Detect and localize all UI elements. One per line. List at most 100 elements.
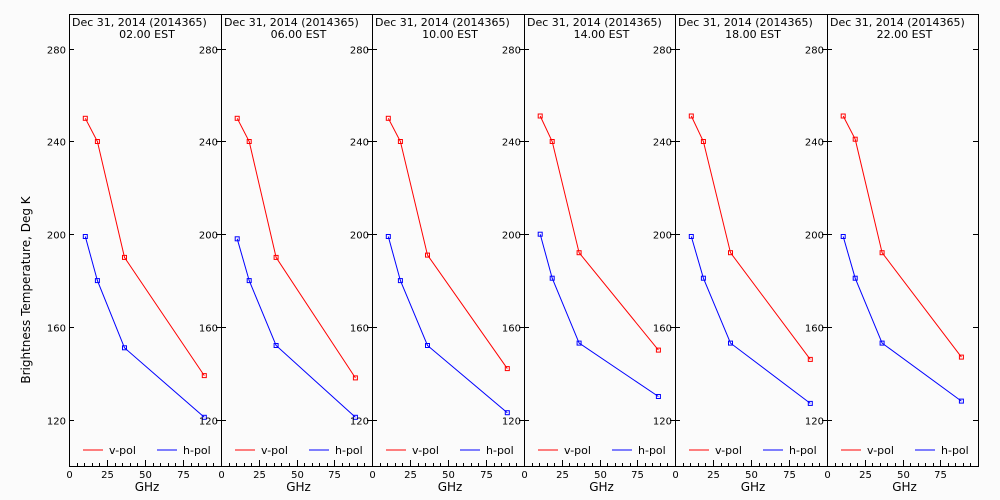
data-point-h-pol bbox=[655, 394, 661, 399]
panel-subtitle: 06.00 EST bbox=[271, 28, 327, 41]
data-point-v-pol bbox=[234, 115, 240, 121]
panel-1: Dec 31, 2014 (2014365)02.00 EST 120 160 200… bbox=[47, 14, 222, 494]
y-tick-label: 160 bbox=[805, 324, 824, 335]
data-point-v-pol bbox=[840, 113, 846, 119]
data-point-h-pol bbox=[246, 278, 252, 284]
panel-subtitle: 10.00 EST bbox=[422, 28, 478, 41]
panel-subtitle: 14.00 EST bbox=[574, 28, 630, 41]
legend-label: v-pol bbox=[564, 444, 591, 457]
data-point-h-pol bbox=[122, 345, 127, 351]
y-tick-label: 240 bbox=[350, 138, 369, 149]
y-tick-label: 240 bbox=[805, 138, 824, 149]
data-point-v-pol bbox=[852, 136, 858, 142]
x-axis-label: GHz bbox=[286, 480, 311, 494]
data-point-v-pol bbox=[958, 354, 964, 360]
series-line-v-pol bbox=[387, 118, 508, 369]
legend-label: v-pol bbox=[715, 444, 742, 457]
series-line-h-pol bbox=[236, 238, 356, 418]
data-point-v-pol bbox=[94, 139, 100, 144]
data-point-v-pol bbox=[397, 139, 403, 144]
y-tick-label: 280 bbox=[350, 46, 369, 57]
y-tick-label: 120 bbox=[350, 417, 369, 428]
data-point-h-pol bbox=[879, 340, 885, 346]
data-point-v-pol bbox=[576, 250, 582, 256]
data-point-h-pol bbox=[728, 340, 733, 346]
panel-5: Dec 31, 2014 (2014365)18.00 EST 120 160 200… bbox=[653, 14, 828, 494]
x-tick-label: 50 bbox=[139, 470, 152, 481]
panel-title: Dec 31, 2014 (2014365) bbox=[375, 16, 510, 29]
y-tick-label: 280 bbox=[199, 46, 218, 57]
data-point-h-pol bbox=[537, 231, 543, 237]
data-point-h-pol bbox=[840, 234, 846, 239]
legend-label: v-pol bbox=[867, 444, 894, 457]
x-tick-label: 0 bbox=[369, 470, 375, 481]
legend-label: h-pol bbox=[941, 444, 969, 457]
panel-title: Dec 31, 2014 (2014365) bbox=[830, 16, 965, 29]
y-tick-label: 120 bbox=[199, 417, 218, 428]
legend: v-pol h-pol bbox=[841, 444, 969, 457]
data-point-h-pol bbox=[958, 398, 964, 404]
legend: v-pol h-pol bbox=[538, 444, 666, 457]
x-tick-label: 75 bbox=[177, 470, 190, 481]
y-tick-label: 160 bbox=[653, 324, 672, 335]
legend: v-pol h-pol bbox=[235, 444, 363, 457]
panel-subtitle: 02.00 EST bbox=[119, 28, 175, 41]
y-tick-label: 200 bbox=[805, 231, 824, 242]
x-tick-label: 75 bbox=[328, 470, 341, 481]
x-axis-label: GHz bbox=[741, 480, 766, 494]
legend-label: v-pol bbox=[261, 444, 288, 457]
panel-frame bbox=[827, 14, 979, 467]
chart-panels: Dec 31, 2014 (2014365) 02.00 EST 120 160 200… bbox=[47, 14, 979, 494]
data-point-h-pol bbox=[94, 278, 100, 284]
y-tick-label: 240 bbox=[47, 138, 66, 149]
x-tick-label: 0 bbox=[66, 470, 72, 481]
data-point-v-pol bbox=[549, 139, 555, 144]
y-tick-label: 120 bbox=[502, 417, 521, 428]
y-tick-label: 200 bbox=[47, 231, 66, 242]
data-point-v-pol bbox=[700, 139, 706, 144]
y-tick-label: 200 bbox=[502, 231, 521, 242]
legend-label: h-pol bbox=[183, 444, 211, 457]
y-tick-label: 280 bbox=[502, 46, 521, 57]
panel-2: Dec 31, 2014 (2014365)06.00 EST 120 160 200… bbox=[199, 14, 373, 494]
y-tick-label: 280 bbox=[805, 46, 824, 57]
data-point-h-pol bbox=[700, 275, 706, 281]
data-point-v-pol bbox=[728, 250, 733, 256]
panel-6: Dec 31, 2014 (2014365)22.00 EST 120 160 200… bbox=[805, 14, 979, 494]
legend-label: h-pol bbox=[638, 444, 666, 457]
y-tick-label: 120 bbox=[805, 417, 824, 428]
data-point-v-pol bbox=[273, 254, 279, 260]
series-line-h-pol bbox=[690, 236, 811, 404]
x-tick-label: 50 bbox=[594, 470, 607, 481]
data-point-h-pol bbox=[504, 410, 510, 416]
x-tick-label: 50 bbox=[745, 470, 758, 481]
data-point-v-pol bbox=[655, 347, 661, 353]
data-point-v-pol bbox=[688, 113, 694, 119]
x-axis-label: GHz bbox=[892, 480, 917, 494]
x-tick-label: 75 bbox=[480, 470, 493, 481]
legend-label: h-pol bbox=[335, 444, 363, 457]
series-line-v-pol bbox=[84, 118, 205, 376]
data-point-v-pol bbox=[807, 356, 813, 362]
x-tick-label: 0 bbox=[521, 470, 527, 481]
y-axis-label: Brightness Temperature, Deg K bbox=[19, 195, 33, 383]
series-line-h-pol bbox=[84, 236, 205, 418]
legend: v-pol h-pol bbox=[83, 444, 211, 457]
x-tick-label: 50 bbox=[442, 470, 455, 481]
series-line-h-pol bbox=[842, 236, 962, 402]
data-point-h-pol bbox=[397, 278, 403, 284]
x-tick-label: 50 bbox=[291, 470, 304, 481]
y-tick-label: 280 bbox=[47, 46, 66, 57]
data-point-h-pol bbox=[425, 343, 430, 348]
x-tick-label: 25 bbox=[101, 470, 114, 481]
y-tick-label: 120 bbox=[653, 417, 672, 428]
x-tick-label: 75 bbox=[783, 470, 796, 481]
data-point-h-pol bbox=[385, 234, 391, 239]
series-line-v-pol bbox=[236, 118, 356, 379]
y-tick-label: 200 bbox=[199, 231, 218, 242]
legend-label: h-pol bbox=[486, 444, 514, 457]
panel-subtitle: 18.00 EST bbox=[725, 28, 781, 41]
series-line-h-pol bbox=[539, 234, 659, 397]
panel-title: Dec 31, 2014 (2014365) bbox=[527, 16, 662, 29]
